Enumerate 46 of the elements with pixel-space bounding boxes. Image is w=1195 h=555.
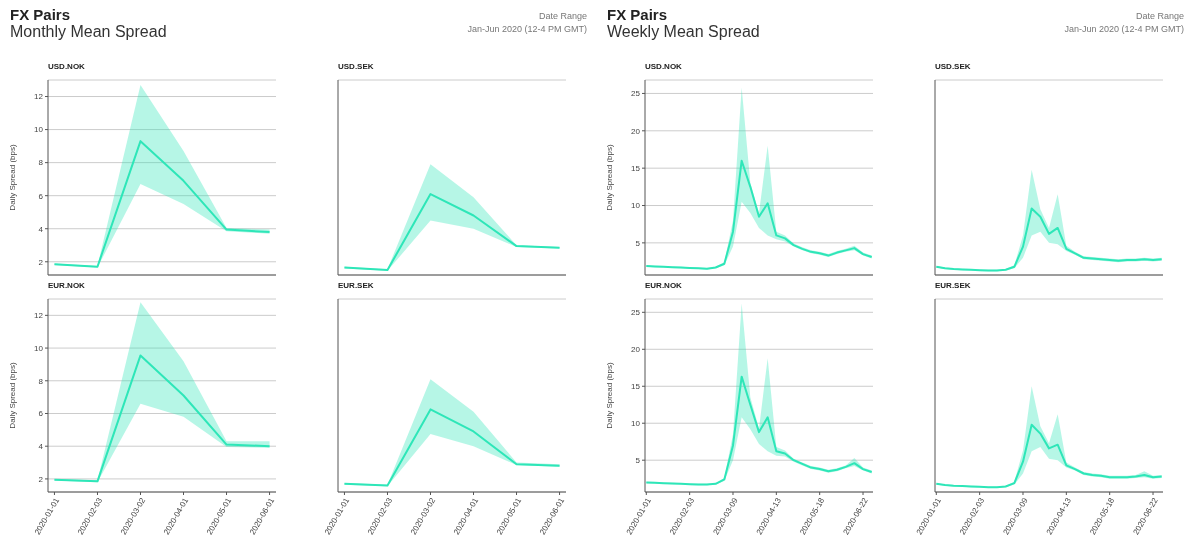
y-tick-label: 10 bbox=[34, 343, 44, 353]
y-axis-title: Daily Spread (bps) bbox=[604, 362, 614, 429]
y-tick-label: 25 bbox=[631, 308, 641, 318]
y-tick-label: 20 bbox=[631, 126, 641, 136]
line-series bbox=[53, 140, 271, 268]
y-tick-label: 4 bbox=[38, 224, 44, 234]
y-tick-label: 6 bbox=[38, 191, 44, 201]
text: Date Range bbox=[537, 10, 587, 23]
y-tick-label: 12 bbox=[34, 92, 44, 102]
chart-title: EUR.SEK bbox=[934, 281, 972, 292]
text: Jan-Jun 2020 (12-4 PM GMT) bbox=[1064, 23, 1184, 36]
y-tick-label: 25 bbox=[631, 89, 641, 99]
text: FX Pairs bbox=[607, 6, 669, 23]
y-tick-label: 5 bbox=[635, 238, 641, 248]
y-tick-label: 12 bbox=[34, 311, 44, 321]
y-tick-label: 8 bbox=[38, 376, 44, 386]
y-tick-label: 10 bbox=[631, 201, 641, 211]
chart-title: USD.NOK bbox=[47, 62, 86, 73]
y-axis-title: Daily Spread (bps) bbox=[604, 144, 614, 211]
y-tick-label: 10 bbox=[34, 125, 44, 135]
chart-title: USD.SEK bbox=[934, 62, 972, 73]
y-axis-title: Daily Spread (bps) bbox=[7, 144, 17, 211]
y-tick-label: 8 bbox=[38, 158, 44, 168]
y-tick-label: 20 bbox=[631, 345, 641, 355]
text: Weekly Mean Spread bbox=[607, 23, 760, 41]
text: FX Pairs bbox=[10, 6, 72, 23]
line-series bbox=[53, 354, 271, 483]
chart-title: USD.NOK bbox=[644, 62, 683, 73]
y-tick-label: 2 bbox=[38, 474, 44, 484]
y-tick-label: 6 bbox=[38, 409, 44, 419]
y-tick-label: 15 bbox=[631, 382, 641, 392]
y-axis-title: Daily Spread (bps) bbox=[7, 362, 17, 429]
y-tick-label: 2 bbox=[38, 257, 44, 267]
chart-title: USD.SEK bbox=[337, 62, 375, 73]
text: Date Range bbox=[1134, 10, 1184, 23]
chart-title: EUR.NOK bbox=[47, 281, 86, 292]
line-series bbox=[645, 375, 873, 486]
chart-title: EUR.NOK bbox=[644, 281, 683, 292]
y-tick-label: 10 bbox=[631, 419, 641, 429]
y-tick-label: 15 bbox=[631, 164, 641, 173]
chart-title: EUR.SEK bbox=[337, 281, 375, 292]
text: Monthly Mean Spread bbox=[10, 23, 167, 41]
text: Jan-Jun 2020 (12-4 PM GMT) bbox=[467, 23, 587, 36]
y-tick-label: 5 bbox=[635, 456, 641, 466]
line-series bbox=[645, 159, 873, 270]
y-tick-label: 4 bbox=[38, 442, 44, 452]
